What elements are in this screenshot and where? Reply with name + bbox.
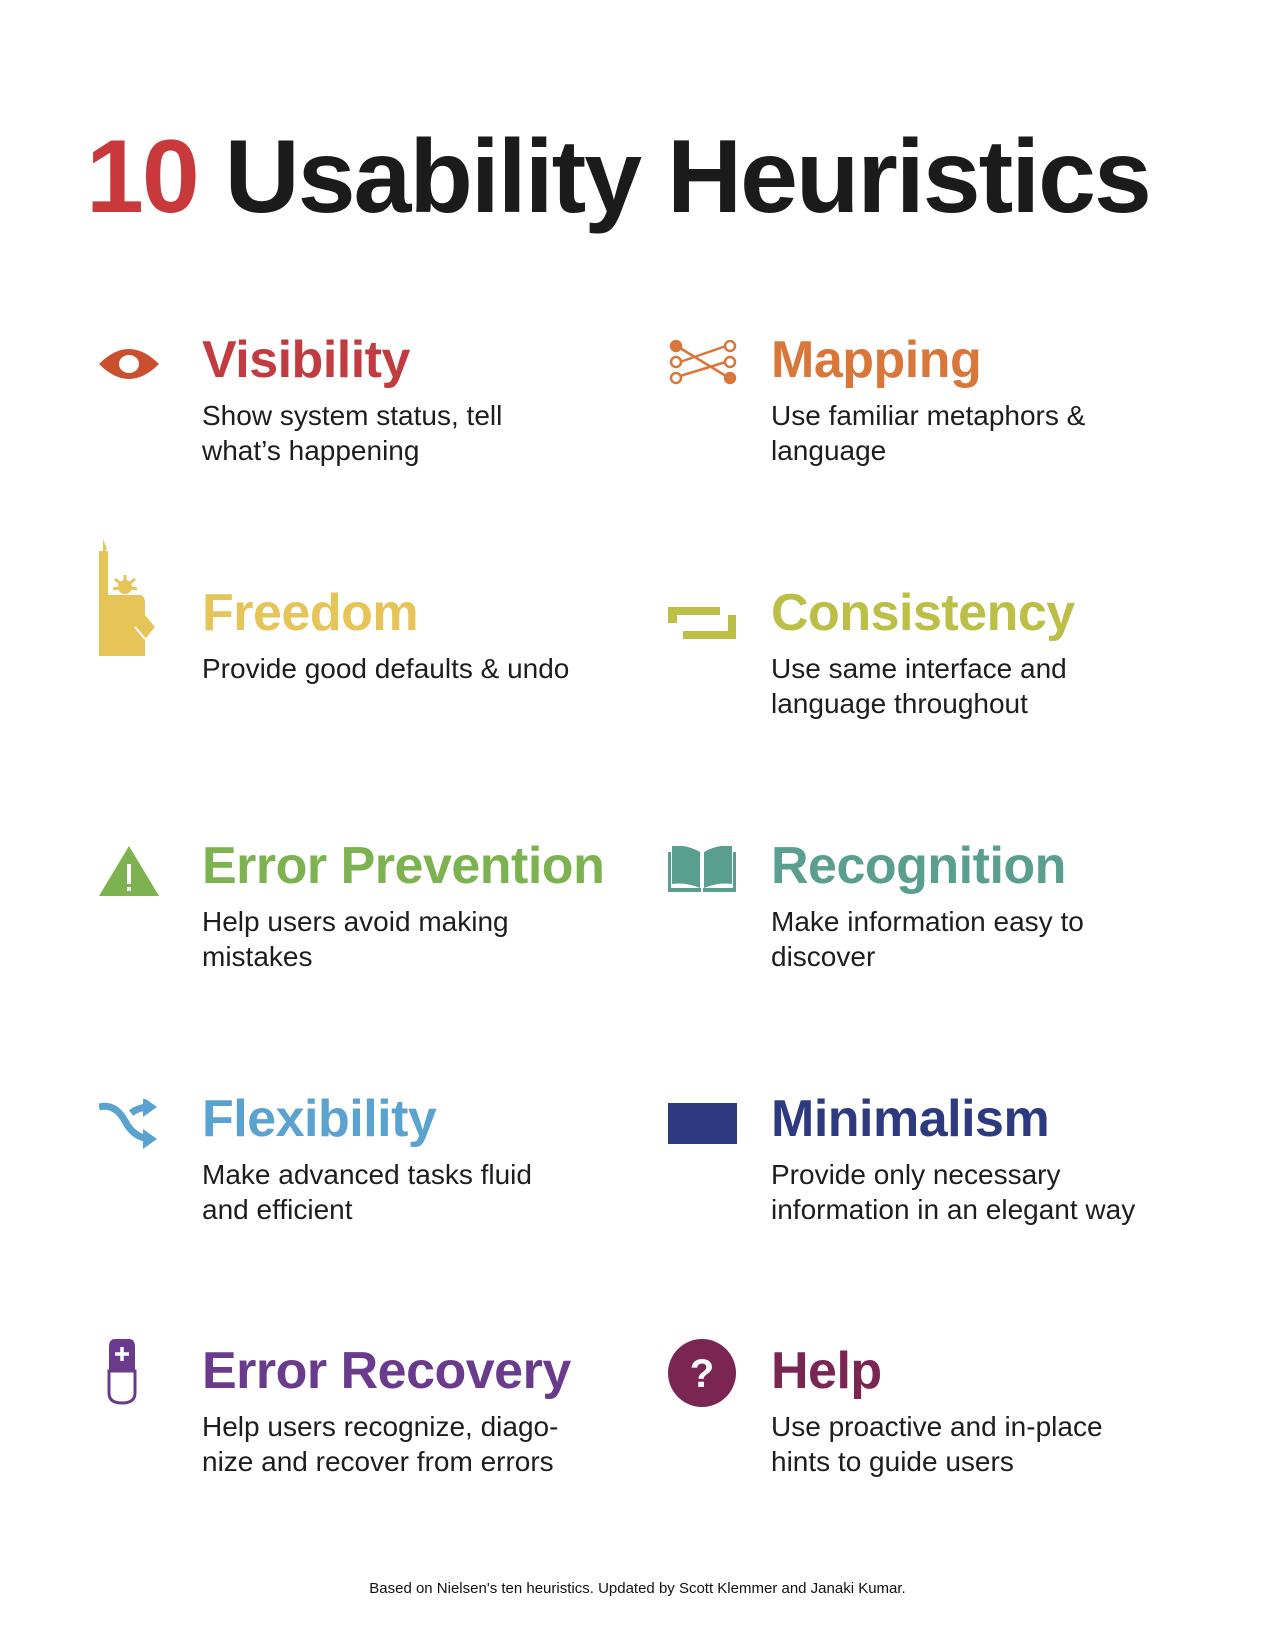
heuristic-error-prevention: Error Prevention Help users avoid making… bbox=[99, 837, 659, 1046]
description: Use familiar metaphors & language bbox=[771, 400, 1086, 466]
description: Make advanced tasks fluid and efficient bbox=[202, 1159, 532, 1225]
heuristic-mapping: Mapping Use familiar metaphors & languag… bbox=[668, 331, 1228, 540]
shuffle-icon bbox=[99, 1099, 157, 1149]
heading: Freedom bbox=[202, 584, 419, 642]
heuristic-recognition: Recognition Make information easy to dis… bbox=[668, 837, 1228, 1046]
page-title: 10 Usability Heuristics bbox=[86, 118, 1152, 237]
footer-credit: Based on Nielsen's ten heuristics. Updat… bbox=[369, 1580, 906, 1597]
heading: Visibility bbox=[202, 331, 410, 389]
description: Use proactive and in-place hints to guid… bbox=[771, 1411, 1103, 1477]
heading: Consistency bbox=[771, 584, 1075, 642]
description: Provide good defaults & undo bbox=[202, 653, 570, 684]
heading: Error Recovery bbox=[202, 1342, 571, 1400]
heading: Recognition bbox=[771, 837, 1066, 895]
svg-text:?: ? bbox=[690, 1352, 714, 1396]
mapping-nodes-icon bbox=[669, 340, 737, 385]
description: Use same interface and language througho… bbox=[771, 653, 1067, 719]
mouse-plus-icon bbox=[107, 1339, 137, 1405]
description: Make information easy to discover bbox=[771, 906, 1084, 972]
eye-icon bbox=[99, 349, 159, 379]
heading: Help bbox=[771, 1342, 882, 1400]
consistency-brackets-icon bbox=[668, 607, 736, 639]
description: Provide only necessary information in an… bbox=[771, 1159, 1136, 1225]
title-text: Usability Heuristics bbox=[224, 119, 1152, 235]
heuristic-consistency: Consistency Use same interface and langu… bbox=[668, 584, 1228, 793]
heuristic-flexibility: Flexibility Make advanced tasks fluid an… bbox=[99, 1090, 659, 1299]
heuristic-visibility: Visibility Show system status, tell what… bbox=[99, 331, 659, 540]
heuristic-error-recovery: Error Recovery Help users recognize, dia… bbox=[99, 1339, 659, 1551]
statue-of-liberty-icon bbox=[99, 539, 155, 656]
warning-triangle-icon bbox=[99, 846, 159, 896]
heading: Mapping bbox=[771, 331, 982, 389]
description: Help users recognize, diago-nize and rec… bbox=[202, 1411, 559, 1477]
description: Show system status, tell what’s happenin… bbox=[202, 400, 503, 466]
heading: Flexibility bbox=[202, 1090, 437, 1148]
heuristic-freedom: Freedom Provide good defaults & undo bbox=[99, 539, 659, 793]
heuristic-help: ? Help Use proactive and in-place hints … bbox=[668, 1339, 1228, 1551]
heuristic-minimalism: Minimalism Provide only necessary inform… bbox=[668, 1090, 1228, 1299]
heading: Minimalism bbox=[771, 1090, 1050, 1148]
open-book-icon bbox=[668, 846, 736, 892]
rectangle-icon bbox=[668, 1103, 737, 1144]
heading: Error Prevention bbox=[202, 837, 605, 895]
description: Help users avoid making mistakes bbox=[202, 906, 509, 972]
question-circle-icon: ? bbox=[668, 1339, 736, 1407]
title-number: 10 bbox=[86, 119, 200, 235]
